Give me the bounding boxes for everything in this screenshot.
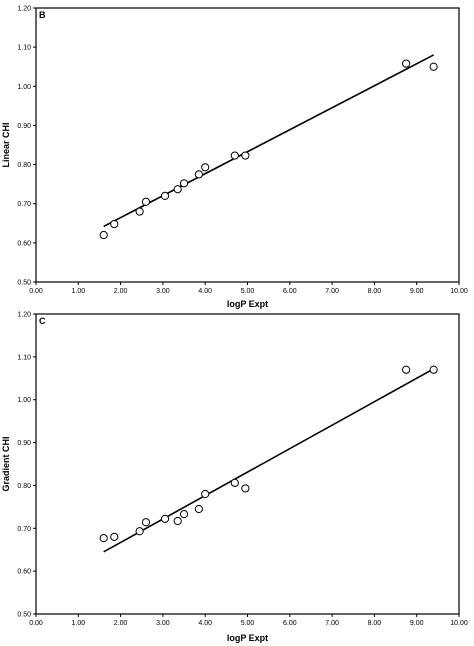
data-point bbox=[179, 179, 189, 188]
y-tick-label: 0.50 bbox=[17, 280, 31, 287]
panel-letter: C bbox=[39, 316, 46, 326]
x-tick-label: 8.00 bbox=[368, 620, 382, 627]
plot-frame bbox=[35, 7, 460, 283]
y-tick-label: 0.60 bbox=[17, 240, 31, 247]
x-tick-label: 1.00 bbox=[71, 288, 85, 295]
data-point bbox=[160, 514, 170, 523]
data-point bbox=[179, 510, 189, 519]
x-tick-label: 4.00 bbox=[198, 620, 212, 627]
regression-line bbox=[103, 54, 434, 228]
data-point bbox=[141, 197, 151, 206]
data-point bbox=[99, 230, 108, 240]
chart-panel-c: 0.00 1.00 2.00 3.00 4.00 5.00 6.00 7.00 8.00 9.00… bbox=[1, 312, 468, 644]
y-tick-label: 1.00 bbox=[17, 84, 31, 91]
x-tick-label: 0.00 bbox=[29, 288, 43, 295]
y-tick-label: 0.90 bbox=[17, 123, 31, 130]
data-point bbox=[241, 484, 250, 493]
x-tick-label: 4.00 bbox=[198, 288, 212, 295]
x-tick-label: 3.00 bbox=[156, 620, 170, 627]
data-point bbox=[99, 534, 108, 543]
y-tick-label: 0.70 bbox=[17, 526, 31, 533]
x-axis-label: logP Expt bbox=[227, 299, 268, 309]
x-tick-label: 2.00 bbox=[114, 620, 128, 627]
data-point bbox=[402, 59, 411, 68]
data-point bbox=[194, 504, 203, 514]
data-point bbox=[429, 62, 438, 71]
y-tick-label: 1.10 bbox=[17, 354, 31, 361]
data-point bbox=[110, 532, 119, 541]
data-point bbox=[201, 163, 210, 172]
x-tick-label: 10.00 bbox=[450, 288, 468, 295]
x-tick-label: 9.00 bbox=[410, 620, 424, 627]
plot-frame bbox=[35, 313, 460, 615]
y-tick-label: 1.20 bbox=[17, 6, 31, 13]
x-tick-label: 1.00 bbox=[71, 620, 85, 627]
x-tick-label: 10.00 bbox=[450, 620, 468, 627]
data-point bbox=[230, 151, 239, 160]
x-tick-label: 9.00 bbox=[410, 288, 424, 295]
y-tick-label: 0.80 bbox=[17, 483, 31, 490]
x-tick-label: 8.00 bbox=[368, 288, 382, 295]
chart-panel-b: 0.00 1.00 2.00 3.00 4.00 5.00 6.00 7.00 8.00 9.00… bbox=[1, 6, 468, 310]
x-tick-label: 3.00 bbox=[156, 288, 170, 295]
x-tick-label: 7.00 bbox=[325, 620, 339, 627]
y-axis-label: Linear CHI bbox=[1, 122, 11, 167]
data-point bbox=[173, 185, 182, 194]
data-point bbox=[194, 170, 203, 179]
data-point bbox=[201, 489, 210, 499]
y-axis-label: Gradient CHI bbox=[1, 436, 11, 491]
y-tick-label: 0.80 bbox=[17, 162, 31, 169]
y-tick-label: 0.70 bbox=[17, 201, 31, 208]
data-point bbox=[402, 365, 411, 374]
data-point bbox=[230, 478, 239, 487]
data-point bbox=[110, 219, 119, 229]
data-point bbox=[429, 365, 438, 374]
x-tick-label: 2.00 bbox=[114, 288, 128, 295]
data-point bbox=[135, 527, 144, 536]
x-tick-label: 5.00 bbox=[241, 288, 255, 295]
data-point bbox=[173, 516, 182, 526]
data-point bbox=[160, 191, 170, 200]
y-tick-label: 1.10 bbox=[17, 45, 31, 52]
y-tick-label: 1.00 bbox=[17, 397, 31, 404]
data-point bbox=[135, 207, 144, 216]
data-point bbox=[241, 151, 250, 160]
y-tick-label: 0.90 bbox=[17, 440, 31, 447]
y-tick-label: 1.20 bbox=[17, 312, 31, 319]
panel-letter: B bbox=[39, 10, 46, 20]
x-tick-label: 7.00 bbox=[325, 288, 339, 295]
x-tick-label: 0.00 bbox=[29, 620, 43, 627]
x-tick-label: 6.00 bbox=[283, 620, 297, 627]
x-axis-label: logP Expt bbox=[227, 633, 268, 643]
y-tick-label: 0.60 bbox=[17, 569, 31, 576]
regression-line bbox=[103, 368, 435, 553]
y-tick-label: 0.50 bbox=[17, 612, 31, 619]
x-tick-label: 6.00 bbox=[283, 288, 297, 295]
x-tick-label: 5.00 bbox=[241, 620, 255, 627]
data-point bbox=[141, 518, 151, 527]
